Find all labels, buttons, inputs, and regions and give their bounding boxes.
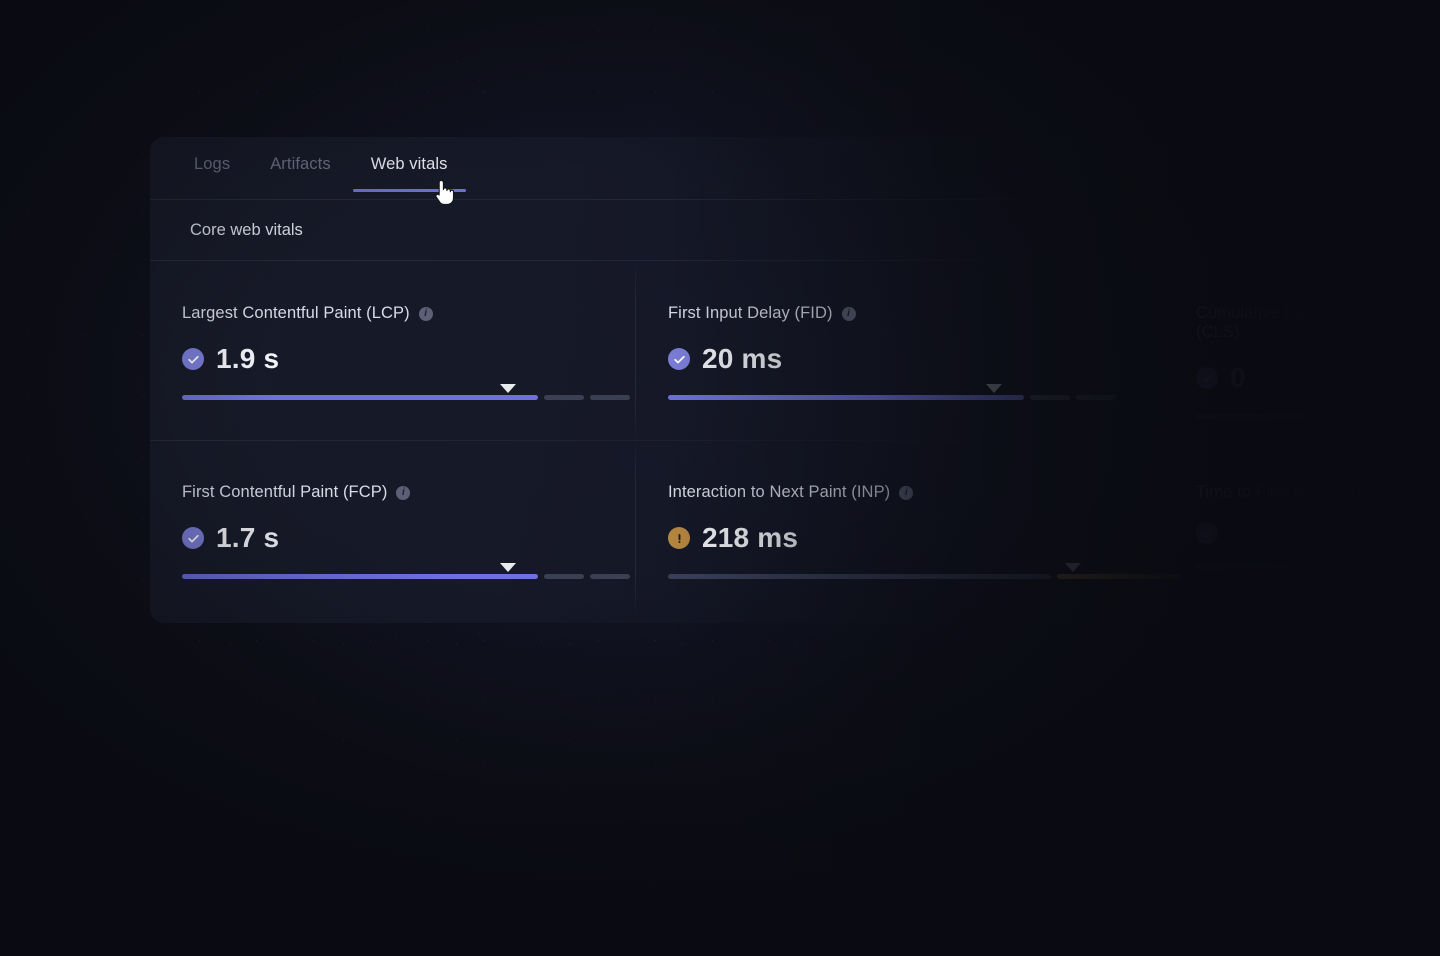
metric-value-row: 0 [1196,362,1440,394]
metric-name: Largest Contentful Paint (LCP) [182,304,410,322]
metric-card-fcp[interactable]: First Contentful Paint (FCP) i 1.7 s [150,440,636,619]
metric-progress-bar [668,384,1116,400]
bar-marker [985,384,1002,393]
bar-segment-needs-improvement [1030,395,1070,400]
metric-name: Interaction to Next Paint (INP) [668,483,891,501]
metric-progress-bar [182,563,630,579]
bar-segment-good [1196,414,1334,419]
metric-name: Time to First Byte (TTFB) [1196,483,1384,501]
bar-segment-poor [1075,395,1116,400]
bar-segment-good [182,395,539,400]
metric-value: 20 ms [702,343,783,374]
bar-segment-needs-improvement [544,395,584,400]
metric-value-row: 218 ms [668,522,1164,554]
metric-value-row: 20 ms [668,343,1164,375]
check-circle-icon [668,348,690,370]
tab-artifacts[interactable]: Artifacts [250,155,351,192]
section-title: Core web vitals [190,221,303,239]
check-circle-icon [1196,522,1218,544]
bar-segment-poor [589,574,630,579]
tab-bar: Logs Artifacts Web vitals [150,137,1440,200]
metric-title: Time to First Byte (TTFB) i [1196,483,1440,502]
bar-segment-needs-improvement [1056,574,1180,579]
metric-name: First Contentful Paint (FCP) [182,483,388,501]
bar-marker [1064,563,1081,572]
check-circle-icon [1196,367,1218,389]
bar-segment-poor [1387,414,1429,419]
metric-title: Largest Contentful Paint (LCP) i [182,304,636,323]
bar-segment-needs-improvement [1340,564,1382,569]
bar-segment-good [182,574,539,579]
metric-value: 1.9 s [216,343,280,374]
metric-card-fid[interactable]: First Input Delay (FID) i 20 ms [636,261,1164,440]
info-icon[interactable]: i [1392,485,1407,500]
info-icon[interactable]: i [899,485,914,500]
metric-value-row: 1.7 s [182,522,636,554]
tab-logs-label: Logs [194,155,231,173]
metric-progress-bar [182,384,630,400]
metric-card-inp[interactable]: Interaction to Next Paint (INP) i 218 ms [636,440,1180,619]
bar-segment-needs-improvement [1340,414,1382,419]
bar-marker [499,384,516,393]
metric-value: 1.7 s [216,522,280,553]
metric-progress-bar [668,563,1180,579]
bar-segment-poor [589,395,630,400]
bar-segment-good [1196,564,1334,569]
metric-card-cls[interactable]: Cumulative Layout Shift (CLS) i 0 [1164,261,1440,440]
web-vitals-panel: Logs Artifacts Web vitals Core web vital… [150,137,1440,623]
tab-web-vitals[interactable]: Web vitals [351,155,468,192]
metric-value: 218 ms [702,522,799,553]
metric-progress-bar [1196,564,1426,569]
metric-progress-bar [1196,414,1429,419]
info-icon[interactable]: i [418,306,433,321]
metric-card-ttfb[interactable]: Time to First Byte (TTFB) i [1164,440,1440,619]
metric-title: Interaction to Next Paint (INP) i [668,483,1164,502]
bar-segment-good [668,574,1051,579]
tab-artifacts-label: Artifacts [270,155,331,173]
bar-marker [499,563,516,572]
info-icon[interactable]: i [396,485,411,500]
section-header: Core web vitals [150,200,1440,261]
metric-name: Cumulative Layout Shift (CLS) [1196,304,1373,341]
info-icon[interactable]: i [1426,316,1440,330]
check-circle-icon [182,348,204,370]
metric-value-row: 1.9 s [182,343,636,375]
tab-logs[interactable]: Logs [174,155,250,192]
metric-value-row [1196,522,1440,544]
tab-web-vitals-label: Web vitals [370,155,448,173]
metric-card-lcp[interactable]: Largest Contentful Paint (LCP) i 1.9 s [150,261,636,440]
bar-segment-needs-improvement [544,574,584,579]
metric-title: Cumulative Layout Shift (CLS) i [1196,304,1440,342]
bar-segment-good [668,395,1025,400]
info-icon[interactable]: i [841,306,856,321]
metric-title: First Input Delay (FID) i [668,304,1164,323]
metric-name: First Input Delay (FID) [668,304,833,322]
check-circle-icon [182,527,204,549]
metrics-grid: Largest Contentful Paint (LCP) i 1.9 s [150,261,1440,619]
metric-title: First Contentful Paint (FCP) i [182,483,636,502]
metric-value: 0 [1230,362,1246,393]
warning-circle-icon [668,527,690,549]
